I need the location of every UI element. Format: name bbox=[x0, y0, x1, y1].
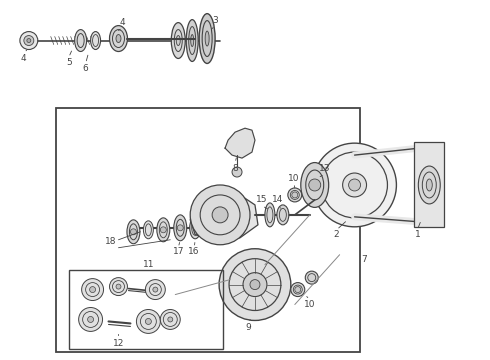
Text: 10: 10 bbox=[288, 174, 299, 183]
Ellipse shape bbox=[157, 218, 170, 242]
Circle shape bbox=[313, 143, 396, 227]
Circle shape bbox=[146, 280, 165, 300]
Circle shape bbox=[136, 310, 160, 333]
Circle shape bbox=[116, 284, 121, 289]
Text: 5: 5 bbox=[66, 58, 72, 67]
Bar bbox=[415, 142, 444, 227]
Text: 2: 2 bbox=[334, 230, 340, 239]
Ellipse shape bbox=[190, 217, 201, 239]
Circle shape bbox=[90, 287, 96, 293]
Circle shape bbox=[348, 179, 361, 191]
Ellipse shape bbox=[116, 35, 121, 42]
Polygon shape bbox=[190, 195, 258, 240]
Text: 14: 14 bbox=[272, 195, 284, 204]
Text: 13: 13 bbox=[319, 163, 330, 172]
Ellipse shape bbox=[301, 163, 329, 207]
Circle shape bbox=[24, 36, 34, 45]
Ellipse shape bbox=[74, 30, 87, 51]
Circle shape bbox=[88, 316, 94, 323]
Ellipse shape bbox=[291, 283, 305, 297]
Circle shape bbox=[110, 278, 127, 296]
Circle shape bbox=[27, 39, 31, 42]
Ellipse shape bbox=[265, 203, 275, 227]
Ellipse shape bbox=[172, 23, 185, 58]
Ellipse shape bbox=[91, 32, 100, 50]
Text: 17: 17 bbox=[172, 247, 184, 256]
Circle shape bbox=[160, 227, 166, 233]
Text: 1: 1 bbox=[415, 230, 420, 239]
Bar bbox=[69, 270, 223, 349]
Circle shape bbox=[20, 32, 38, 50]
Text: 18: 18 bbox=[105, 237, 116, 246]
Ellipse shape bbox=[418, 166, 440, 204]
Circle shape bbox=[219, 249, 291, 320]
Circle shape bbox=[160, 310, 180, 329]
Text: 3: 3 bbox=[212, 16, 218, 25]
Text: 10: 10 bbox=[304, 300, 316, 309]
Text: 16: 16 bbox=[189, 247, 200, 256]
Circle shape bbox=[146, 319, 151, 324]
Circle shape bbox=[177, 225, 183, 231]
Text: 8: 8 bbox=[232, 163, 238, 172]
Ellipse shape bbox=[110, 26, 127, 51]
Text: 4: 4 bbox=[21, 54, 26, 63]
Circle shape bbox=[82, 279, 103, 301]
Ellipse shape bbox=[191, 35, 194, 46]
Circle shape bbox=[78, 307, 102, 332]
Text: 7: 7 bbox=[362, 255, 368, 264]
Circle shape bbox=[250, 280, 260, 289]
Polygon shape bbox=[225, 128, 255, 158]
Circle shape bbox=[153, 287, 158, 292]
Text: 6: 6 bbox=[83, 64, 89, 73]
Ellipse shape bbox=[288, 188, 302, 202]
Bar bbox=[56, 108, 360, 352]
Circle shape bbox=[292, 192, 298, 198]
Circle shape bbox=[343, 173, 367, 197]
Ellipse shape bbox=[174, 215, 187, 241]
Ellipse shape bbox=[205, 31, 209, 46]
Ellipse shape bbox=[426, 179, 432, 191]
Circle shape bbox=[130, 229, 136, 235]
Text: 11: 11 bbox=[143, 260, 154, 269]
Text: 15: 15 bbox=[256, 195, 268, 204]
Ellipse shape bbox=[176, 36, 180, 45]
Circle shape bbox=[212, 207, 228, 223]
Circle shape bbox=[190, 185, 250, 245]
Ellipse shape bbox=[277, 205, 289, 225]
Circle shape bbox=[168, 317, 173, 322]
Circle shape bbox=[295, 287, 301, 293]
Circle shape bbox=[232, 167, 242, 177]
Ellipse shape bbox=[127, 220, 140, 244]
Text: 4: 4 bbox=[120, 18, 125, 27]
Circle shape bbox=[243, 273, 267, 297]
Ellipse shape bbox=[199, 14, 215, 63]
Ellipse shape bbox=[305, 271, 318, 284]
Ellipse shape bbox=[144, 221, 153, 239]
Text: 12: 12 bbox=[113, 339, 124, 348]
Ellipse shape bbox=[186, 20, 198, 62]
Circle shape bbox=[309, 179, 321, 191]
Text: 9: 9 bbox=[245, 323, 251, 332]
